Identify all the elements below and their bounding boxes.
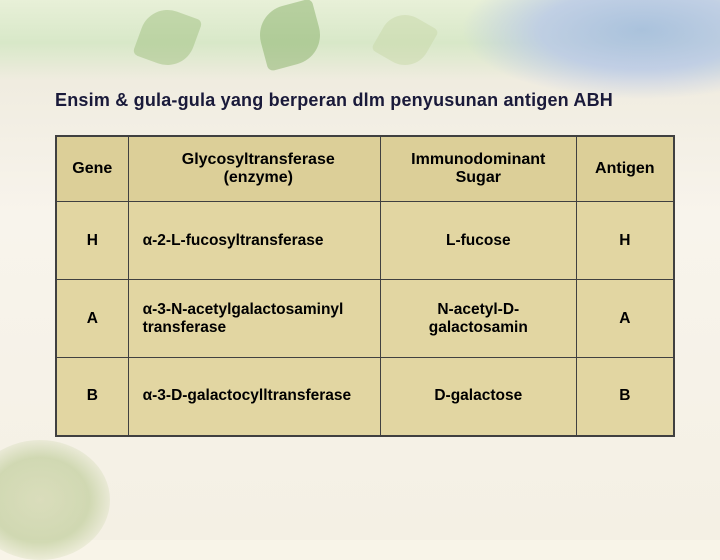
cell-gene: A xyxy=(56,280,128,358)
cell-sugar: D-galactose xyxy=(380,358,576,436)
cell-antigen: H xyxy=(576,202,674,280)
slide-content: Ensim & gula-gula yang berperan dlm peny… xyxy=(0,0,720,437)
table-row: H α-2-L-fucosyltransferase L-fucose H xyxy=(56,202,674,280)
header-sugar-l1: Immunodominant xyxy=(411,151,545,168)
slide-title: Ensim & gula-gula yang berperan dlm peny… xyxy=(55,90,680,111)
cell-enzyme: α-3-N-acetylgalactosaminyl transferase xyxy=(128,280,380,358)
header-sugar-l2: Sugar xyxy=(456,169,501,186)
cell-gene: H xyxy=(56,202,128,280)
header-enzyme-l2: (enzyme) xyxy=(224,169,293,186)
cell-enzyme: α-2-L-fucosyltransferase xyxy=(128,202,380,280)
header-enzyme: Glycosyltransferase (enzyme) xyxy=(128,136,380,202)
header-enzyme-l1: Glycosyltransferase xyxy=(182,151,335,168)
cell-gene: B xyxy=(56,358,128,436)
header-sugar: Immunodominant Sugar xyxy=(380,136,576,202)
table-header-row: Gene Glycosyltransferase (enzyme) Immuno… xyxy=(56,136,674,202)
cell-sugar: N-acetyl-D-galactosamin xyxy=(380,280,576,358)
header-gene: Gene xyxy=(56,136,128,202)
decor-leaf-corner xyxy=(0,440,110,560)
cell-enzyme: α-3-D-galactocylltransferase xyxy=(128,358,380,436)
cell-sugar: L-fucose xyxy=(380,202,576,280)
table-row: B α-3-D-galactocylltransferase D-galacto… xyxy=(56,358,674,436)
header-antigen: Antigen xyxy=(576,136,674,202)
cell-antigen: B xyxy=(576,358,674,436)
cell-antigen: A xyxy=(576,280,674,358)
abh-antigen-table: Gene Glycosyltransferase (enzyme) Immuno… xyxy=(55,135,675,437)
table-row: A α-3-N-acetylgalactosaminyl transferase… xyxy=(56,280,674,358)
